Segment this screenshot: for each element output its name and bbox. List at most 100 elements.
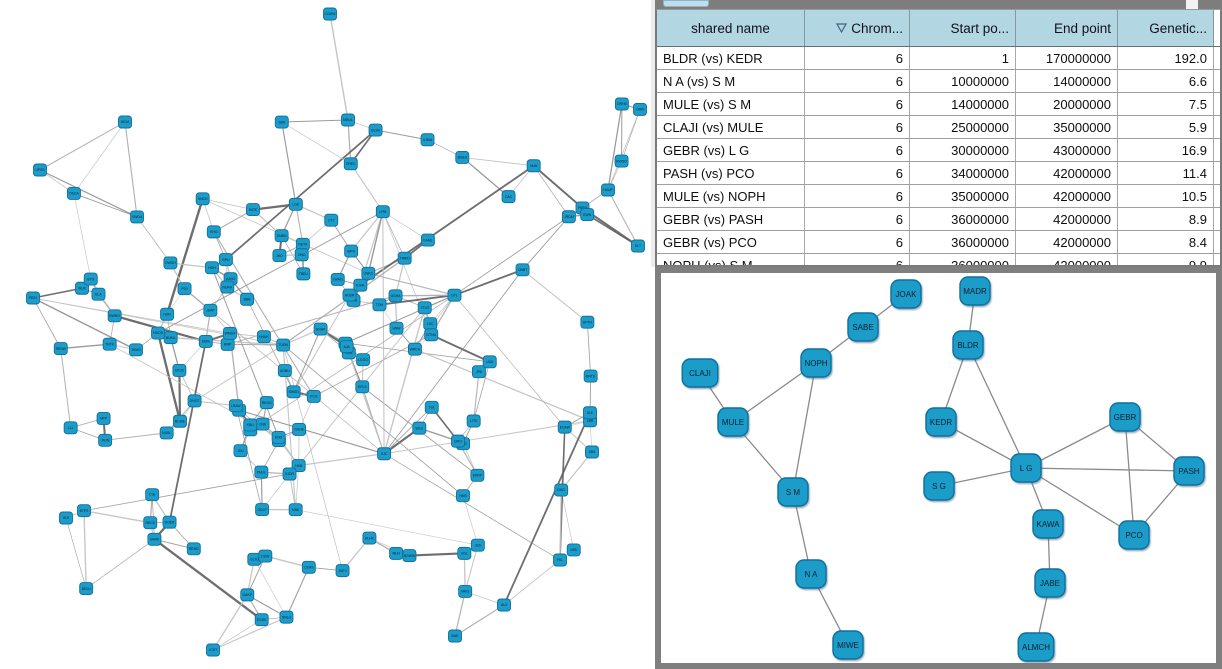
- network-node[interactable]: UPSS: [33, 163, 47, 177]
- column-header-chrom[interactable]: Chrom...: [805, 10, 910, 46]
- table-row[interactable]: N A (vs) S M 6 10000000 14000000 6.6: [657, 70, 1220, 93]
- network-node[interactable]: JSS: [470, 538, 485, 552]
- subnetwork-node-madr[interactable]: MADR: [959, 276, 991, 306]
- main-network-canvas[interactable]: MGNGDLPNAGDTLMNELDGGBUKUNUBLSCHNHPTKMGBL…: [0, 0, 655, 669]
- network-node[interactable]: USKC: [361, 266, 376, 280]
- network-node[interactable]: PKL: [553, 553, 567, 567]
- table-cell[interactable]: 6: [805, 208, 910, 230]
- network-node[interactable]: GAKP: [240, 588, 255, 602]
- network-node[interactable]: KBU: [243, 418, 258, 432]
- table-cell[interactable]: 20000000: [1016, 93, 1118, 115]
- network-node[interactable]: CEAS: [301, 560, 316, 574]
- network-node[interactable]: PHUL: [254, 465, 269, 479]
- network-node[interactable]: ELA: [91, 287, 106, 301]
- network-node[interactable]: SBA: [585, 445, 599, 459]
- subnetwork-node-miwe[interactable]: MIWE: [832, 630, 864, 660]
- subnetwork-node-gebr[interactable]: GEBR: [1109, 402, 1141, 432]
- table-row[interactable]: MULE (vs) S M 6 14000000 20000000 7.5: [657, 93, 1220, 116]
- table-cell[interactable]: 7.5: [1118, 93, 1214, 115]
- network-node[interactable]: DREC: [343, 157, 358, 171]
- table-cell[interactable]: NOPH (vs) S M: [657, 254, 805, 265]
- network-node[interactable]: UKJS: [172, 363, 187, 377]
- network-node[interactable]: WJSR: [342, 288, 357, 302]
- network-node[interactable]: PEEJ: [26, 291, 40, 305]
- network-node[interactable]: UUK: [482, 355, 497, 369]
- network-node[interactable]: KJHK: [353, 278, 368, 292]
- subnetwork-edge-l-g-gebr[interactable]: [1025, 416, 1126, 469]
- table-row[interactable]: NOPH (vs) S M 6 36000000 42000000 9.9: [657, 254, 1220, 265]
- network-node[interactable]: BTPS: [77, 504, 91, 518]
- network-node[interactable]: LJTE: [466, 414, 481, 428]
- subnetwork-node-sabe[interactable]: SABE: [847, 312, 879, 342]
- network-node[interactable]: ONG: [294, 248, 309, 262]
- subnetwork-node-joak[interactable]: JOAK: [890, 279, 922, 309]
- table-cell[interactable]: GEBR (vs) PASH: [657, 208, 805, 230]
- column-header-shared-name[interactable]: shared name: [657, 10, 805, 46]
- table-cell[interactable]: 36000000: [910, 254, 1016, 265]
- network-node[interactable]: NUB: [526, 159, 541, 173]
- network-node[interactable]: TWKD: [397, 251, 412, 265]
- network-node[interactable]: KAML: [420, 233, 435, 247]
- network-node[interactable]: UPTH: [580, 315, 595, 329]
- network-node[interactable]: HGH: [205, 261, 219, 275]
- column-header-end-point[interactable]: End point: [1016, 10, 1118, 46]
- network-node[interactable]: DOER: [162, 515, 177, 529]
- network-node[interactable]: LSC: [423, 317, 438, 331]
- table-cell[interactable]: 9.9: [1118, 254, 1214, 265]
- table-row[interactable]: GEBR (vs) L G 6 30000000 43000000 16.9: [657, 139, 1220, 162]
- subnetwork-edge-l-g-pco[interactable]: [1025, 467, 1135, 536]
- table-row[interactable]: MULE (vs) NOPH 6 35000000 42000000 10.5: [657, 185, 1220, 208]
- table-cell[interactable]: 8.4: [1118, 231, 1214, 253]
- network-node[interactable]: ENO: [271, 430, 286, 444]
- network-node[interactable]: BGES: [455, 150, 470, 164]
- network-node[interactable]: JPA: [471, 365, 486, 379]
- network-node[interactable]: WMDA: [222, 327, 237, 340]
- subnetwork-node-s-g[interactable]: S G: [923, 471, 955, 501]
- table-cell[interactable]: MULE (vs) NOPH: [657, 185, 805, 207]
- network-node[interactable]: OKCA: [66, 186, 81, 200]
- network-node[interactable]: LRAW: [228, 399, 243, 413]
- subnetwork-node-jabe[interactable]: JABE: [1034, 568, 1066, 598]
- network-node[interactable]: RKGG: [259, 396, 274, 410]
- network-node[interactable]: HLHK: [362, 531, 377, 545]
- table-cell[interactable]: 11.4: [1118, 162, 1214, 184]
- network-node[interactable]: GGHA: [388, 289, 403, 303]
- table-cell[interactable]: 25000000: [910, 116, 1016, 138]
- table-cell[interactable]: 14000000: [910, 93, 1016, 115]
- table-cell[interactable]: 10.5: [1118, 185, 1214, 207]
- network-node[interactable]: LWAO: [330, 272, 345, 286]
- network-node[interactable]: SJC: [377, 447, 392, 461]
- subnetwork-edge-gebr-pco[interactable]: [1124, 416, 1135, 536]
- network-node[interactable]: MNE: [288, 503, 303, 517]
- network-node[interactable]: SJDR: [282, 467, 297, 481]
- table-cell[interactable]: 16.9: [1118, 139, 1214, 161]
- network-node[interactable]: HNW: [389, 321, 404, 335]
- subnetwork-node-kedr[interactable]: KEDR: [925, 407, 957, 437]
- table-cell[interactable]: GEBR (vs) PCO: [657, 231, 805, 253]
- table-row[interactable]: GEBR (vs) PCO 6 36000000 42000000 8.4: [657, 231, 1220, 254]
- table-cell[interactable]: 6: [805, 47, 910, 69]
- table-cell[interactable]: 10000000: [910, 70, 1016, 92]
- network-node[interactable]: LBS: [566, 543, 581, 557]
- table-cell[interactable]: 6: [805, 139, 910, 161]
- network-node[interactable]: CTJ: [324, 213, 339, 227]
- network-node[interactable]: MBUL: [341, 113, 355, 127]
- network-node[interactable]: EWN: [580, 208, 595, 222]
- network-node[interactable]: HHNK: [256, 330, 271, 344]
- subnetwork-node-n-a[interactable]: N A: [795, 559, 827, 589]
- network-node[interactable]: DUW: [258, 549, 273, 563]
- network-node[interactable]: JHO: [272, 249, 287, 262]
- network-node[interactable]: HNHP: [313, 322, 328, 336]
- table-cell[interactable]: 30000000: [910, 139, 1016, 161]
- table-cell[interactable]: 5.9: [1118, 116, 1214, 138]
- network-node[interactable]: WLG: [412, 421, 427, 435]
- network-node[interactable]: MLN: [389, 546, 404, 560]
- table-cell[interactable]: 36000000: [910, 231, 1016, 253]
- network-node[interactable]: AJA: [339, 340, 354, 354]
- table-cell[interactable]: 34000000: [910, 162, 1016, 184]
- network-node[interactable]: JCNT: [206, 643, 220, 657]
- network-node[interactable]: UUJ: [497, 598, 511, 612]
- network-node[interactable]: OMN: [633, 102, 647, 116]
- network-node[interactable]: GLSH: [368, 123, 383, 137]
- subnetwork-node-l-g[interactable]: L G: [1010, 453, 1042, 483]
